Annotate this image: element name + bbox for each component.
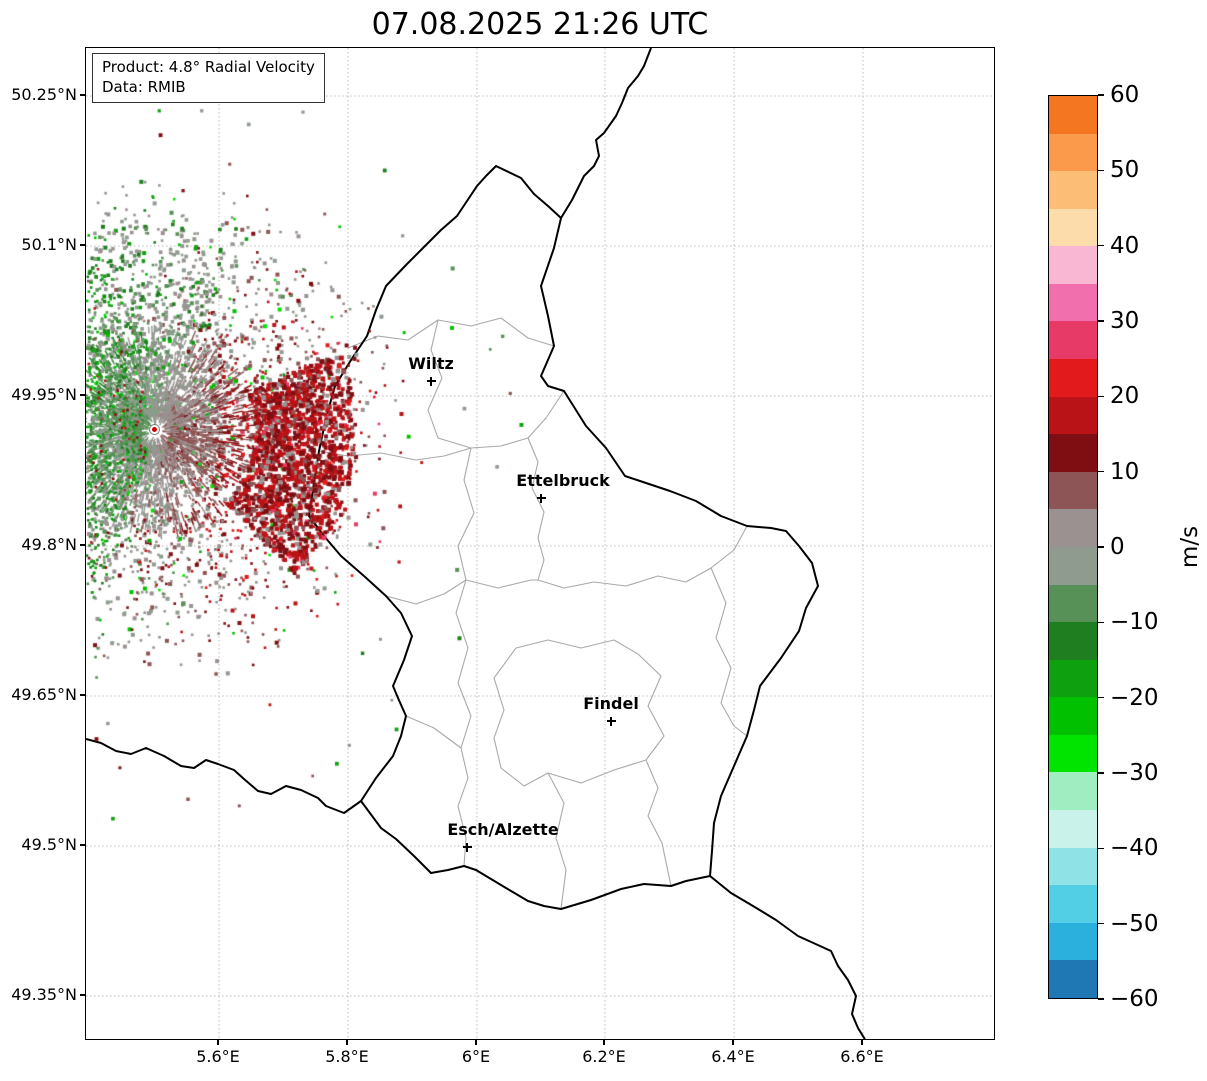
- x-axis-tick-mark: [346, 1040, 348, 1045]
- y-axis-tick-mark: [80, 244, 85, 246]
- colorbar-tick-mark: [1098, 847, 1104, 850]
- city-marker: [466, 842, 468, 852]
- city-marker: [610, 716, 612, 726]
- colorbar-segment: [1049, 584, 1097, 623]
- colorbar-tick-mark: [1098, 94, 1104, 96]
- y-axis-tick-label: 50.1°N: [21, 235, 77, 254]
- colorbar-segment: [1049, 659, 1097, 698]
- data-source-line: Data: RMIB: [102, 78, 186, 96]
- y-axis-tick-label: 49.65°N: [11, 685, 77, 704]
- y-axis-tick-mark: [80, 544, 85, 546]
- y-axis-tick-label: 50.25°N: [11, 85, 77, 104]
- colorbar-tick-label: 10: [1110, 458, 1140, 485]
- y-axis-tick-label: 49.5°N: [21, 835, 77, 854]
- colorbar-tick-mark: [1098, 922, 1104, 925]
- y-axis-tick-mark: [80, 994, 85, 996]
- colorbar-tick-label: −60: [1110, 986, 1159, 1012]
- colorbar-tick-mark: [1098, 169, 1104, 172]
- colorbar-tick-label: −30: [1110, 760, 1159, 786]
- colorbar-tick-label: −50: [1110, 910, 1159, 937]
- colorbar-segment: [1049, 208, 1097, 247]
- colorbar-tick-mark: [1098, 696, 1104, 699]
- radar-velocity-canvas: [86, 48, 994, 1039]
- x-axis-tick-label: 6°E: [461, 1047, 491, 1066]
- y-axis-tick-label: 49.35°N: [11, 985, 77, 1004]
- x-axis-tick-mark: [861, 1040, 863, 1045]
- colorbar-tick-label: −40: [1110, 835, 1159, 862]
- colorbar-segment: [1049, 359, 1097, 397]
- x-axis-tick-mark: [475, 1040, 477, 1045]
- x-axis-tick-mark: [603, 1040, 605, 1045]
- colorbar-tick-label: −10: [1110, 609, 1159, 636]
- colorbar-tick-label: 50: [1110, 157, 1140, 184]
- colorbar-tick-mark: [1098, 621, 1104, 624]
- colorbar: [1048, 95, 1098, 999]
- x-axis-tick-label: 6.6°E: [840, 1047, 884, 1066]
- colorbar-tick-mark: [1098, 772, 1104, 774]
- x-axis-tick-label: 6.2°E: [582, 1047, 626, 1066]
- colorbar-segment: [1049, 396, 1097, 435]
- colorbar-segment: [1049, 960, 1097, 998]
- colorbar-segment: [1049, 321, 1097, 360]
- colorbar-segment: [1049, 622, 1097, 660]
- colorbar-tick-label: 60: [1110, 82, 1140, 108]
- colorbar-segment: [1049, 546, 1097, 585]
- city-label: Ettelbruck: [516, 471, 610, 490]
- colorbar-tick-mark: [1098, 546, 1104, 548]
- x-axis-tick-label: 6.4°E: [711, 1047, 755, 1066]
- radar-site-marker: [149, 424, 159, 434]
- colorbar-segment: [1049, 171, 1097, 209]
- colorbar-segment: [1049, 809, 1097, 848]
- y-axis-tick-mark: [80, 694, 85, 696]
- colorbar-segment: [1049, 509, 1097, 547]
- colorbar-segment: [1049, 847, 1097, 886]
- y-axis-tick-mark: [80, 94, 85, 96]
- city-marker: [430, 376, 432, 386]
- x-axis-tick-label: 5.6°E: [196, 1047, 240, 1066]
- colorbar-tick-mark: [1098, 395, 1104, 398]
- y-axis-tick-mark: [80, 844, 85, 846]
- city-marker: [540, 493, 542, 503]
- colorbar-segment: [1049, 697, 1097, 735]
- colorbar-segment: [1049, 133, 1097, 172]
- x-axis-tick-label: 5.8°E: [325, 1047, 369, 1066]
- city-label: Findel: [583, 694, 639, 713]
- colorbar-tick-mark: [1098, 470, 1104, 473]
- colorbar-segment: [1049, 922, 1097, 961]
- y-axis-tick-label: 49.8°N: [21, 535, 77, 554]
- y-axis-tick-mark: [80, 394, 85, 396]
- x-axis-tick-mark: [732, 1040, 734, 1045]
- colorbar-tick-label: 20: [1110, 383, 1140, 410]
- product-info-line: Product: 4.8° Radial Velocity: [102, 58, 315, 76]
- colorbar-tick-mark: [1098, 320, 1104, 322]
- colorbar-segment: [1049, 246, 1097, 284]
- colorbar-tick-mark: [1098, 998, 1104, 1000]
- product-info-box: Product: 4.8° Radial Velocity Data: RMIB: [92, 53, 325, 103]
- colorbar-tick-label: −20: [1110, 684, 1159, 711]
- city-label: Wiltz: [408, 354, 454, 373]
- colorbar-tick-mark: [1098, 244, 1104, 247]
- colorbar-segment: [1049, 283, 1097, 322]
- colorbar-segment: [1049, 772, 1097, 810]
- colorbar-segment: [1049, 434, 1097, 472]
- y-axis-tick-label: 49.95°N: [11, 385, 77, 404]
- colorbar-tick-label: 30: [1110, 308, 1140, 334]
- colorbar-segment: [1049, 734, 1097, 773]
- colorbar-segment: [1049, 885, 1097, 923]
- colorbar-tick-label: 40: [1110, 232, 1140, 259]
- colorbar-tick-label: 0: [1110, 534, 1125, 560]
- figure-title: 07.08.2025 21:26 UTC: [371, 7, 709, 42]
- colorbar-segment: [1049, 96, 1097, 134]
- map-plot: Product: 4.8° Radial Velocity Data: RMIB…: [85, 47, 995, 1040]
- x-axis-tick-mark: [217, 1040, 219, 1045]
- colorbar-segment: [1049, 471, 1097, 510]
- city-label: Esch/Alzette: [447, 820, 559, 839]
